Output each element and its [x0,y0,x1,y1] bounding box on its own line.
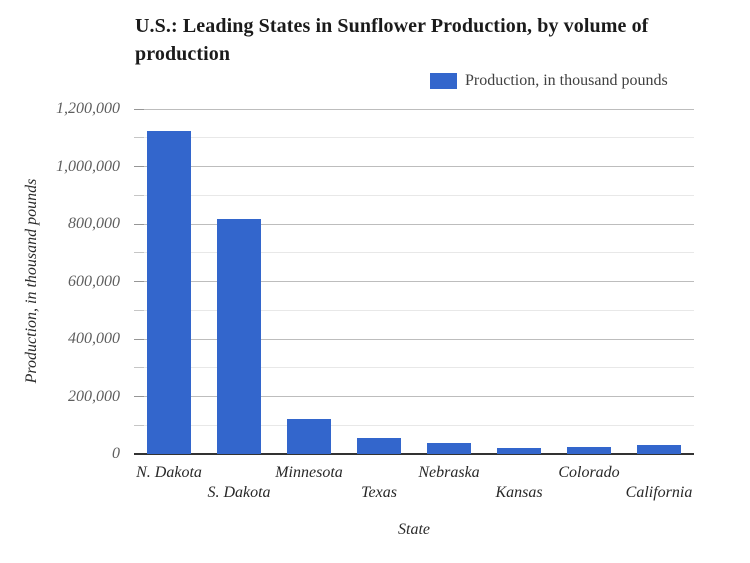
major-gridline [134,338,694,340]
y-tick-label: 200,000 [68,387,120,405]
plot-area [134,108,694,455]
x-category-label-n-dakota: N. Dakota [136,464,202,481]
x-category-label-colorado: Colorado [558,464,620,481]
x-category-label-s-dakota: S. Dakota [207,484,271,501]
x-axis-title: State [398,521,430,538]
major-tick-mark [134,281,144,282]
bar-n-dakota[interactable] [147,131,191,454]
bar-nebraska[interactable] [427,442,471,454]
major-tick-mark [134,223,144,225]
legend-swatch-icon [430,73,457,89]
x-category-label-kansas: Kansas [495,484,543,501]
minor-tick-mark [134,252,144,254]
legend-label: Production, in thousand pounds [465,72,668,89]
bar-s-dakota[interactable] [217,219,261,454]
y-tick-label: 400,000 [68,330,120,347]
y-tick-label: 1,000,000 [56,157,120,175]
y-tick-label: 600,000 [68,272,120,290]
y-tick-label: 0 [112,445,120,462]
x-category-label-california: California [625,484,693,501]
minor-tick-mark [134,137,144,139]
major-tick-mark [134,396,144,397]
minor-gridline [134,424,694,426]
x-category-label-nebraska: Nebraska [418,464,480,481]
major-gridline [134,223,694,225]
y-tick-label: 800,000 [68,215,120,232]
major-gridline [134,396,694,397]
bar-minnesota[interactable] [287,419,331,454]
minor-gridline [134,252,694,254]
minor-gridline [134,309,694,311]
x-axis-category-labels: N. Dakota S. Dakota Minnesota Texas Nebraska… [134,458,694,508]
bar-california[interactable] [637,445,681,454]
y-tick-label: 1,200,000 [56,100,120,117]
y-axis-tick-labels: 0 200,000 400,000 600,000 800,000 1,000,000 1,… [0,100,120,462]
bar-kansas[interactable] [497,447,541,454]
major-tick-mark [134,338,144,340]
major-tick-mark [134,166,144,167]
bar-colorado[interactable] [567,447,611,454]
major-gridline [134,166,694,167]
chart-title: U.S.: Leading States in Sunflower Produc… [135,15,649,65]
major-tick-mark [134,108,144,110]
major-gridline [134,281,694,282]
x-axis-baseline [134,453,694,455]
minor-tick-mark [134,424,144,426]
x-category-label-texas: Texas [361,484,397,501]
minor-gridline [134,194,694,196]
minor-gridline [134,137,694,139]
legend: Production, in thousand pounds [430,72,668,90]
minor-tick-mark [134,309,144,311]
minor-gridline [134,367,694,369]
major-gridline [134,108,694,110]
minor-tick-mark [134,367,144,369]
x-category-label-minnesota: Minnesota [275,464,343,481]
bar-texas[interactable] [357,437,401,454]
minor-tick-mark [134,194,144,196]
